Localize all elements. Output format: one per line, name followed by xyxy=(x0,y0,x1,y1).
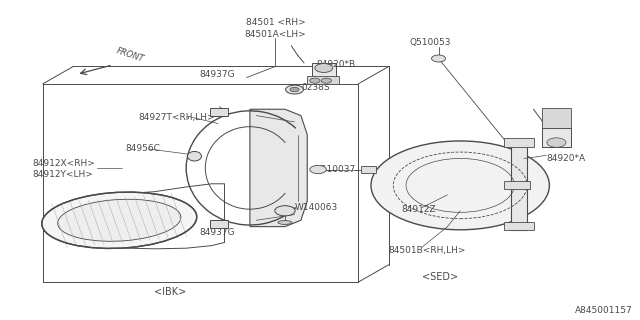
Bar xyxy=(504,139,534,147)
Text: 84912X<RH>: 84912X<RH> xyxy=(32,159,95,168)
Polygon shape xyxy=(250,109,307,227)
Circle shape xyxy=(285,85,303,94)
Bar xyxy=(361,166,376,173)
Circle shape xyxy=(290,87,299,92)
Circle shape xyxy=(321,78,332,83)
Text: FRONT: FRONT xyxy=(115,46,145,64)
Text: 84927T<RH,LH>: 84927T<RH,LH> xyxy=(138,113,215,122)
Text: 84920*B: 84920*B xyxy=(317,60,356,69)
Circle shape xyxy=(547,138,566,147)
Bar xyxy=(504,221,534,230)
Text: W140063: W140063 xyxy=(294,203,338,212)
Circle shape xyxy=(275,206,295,216)
Text: 84501A<LH>: 84501A<LH> xyxy=(244,30,307,39)
Ellipse shape xyxy=(42,192,196,248)
Text: Q510053: Q510053 xyxy=(409,38,451,47)
Text: 84912Z: 84912Z xyxy=(401,205,436,214)
Text: 84920*A: 84920*A xyxy=(546,154,586,163)
Circle shape xyxy=(310,78,320,83)
Text: 84956C: 84956C xyxy=(125,144,161,153)
Circle shape xyxy=(371,141,549,230)
Circle shape xyxy=(315,64,333,72)
Bar xyxy=(312,63,336,77)
Text: <SED>: <SED> xyxy=(422,272,458,282)
Text: 84937G: 84937G xyxy=(199,70,234,79)
Text: A845001157: A845001157 xyxy=(575,306,632,315)
Bar xyxy=(541,108,571,128)
Bar xyxy=(211,108,228,116)
Text: 84501 <RH>: 84501 <RH> xyxy=(246,18,305,27)
Text: 0238S: 0238S xyxy=(301,83,330,92)
Text: 84912Y<LH>: 84912Y<LH> xyxy=(32,170,93,179)
Bar xyxy=(211,220,228,228)
Text: <IBK>: <IBK> xyxy=(154,287,187,297)
Text: N510037: N510037 xyxy=(314,165,355,174)
Text: 84937G: 84937G xyxy=(199,228,234,237)
Text: 84501B<RH,LH>: 84501B<RH,LH> xyxy=(389,246,467,255)
Bar xyxy=(541,128,571,147)
Circle shape xyxy=(310,165,326,174)
Ellipse shape xyxy=(188,151,202,161)
Polygon shape xyxy=(511,141,527,230)
Ellipse shape xyxy=(278,220,292,224)
Bar xyxy=(307,76,339,84)
Ellipse shape xyxy=(58,199,181,241)
Circle shape xyxy=(431,55,445,62)
Bar xyxy=(504,180,531,188)
